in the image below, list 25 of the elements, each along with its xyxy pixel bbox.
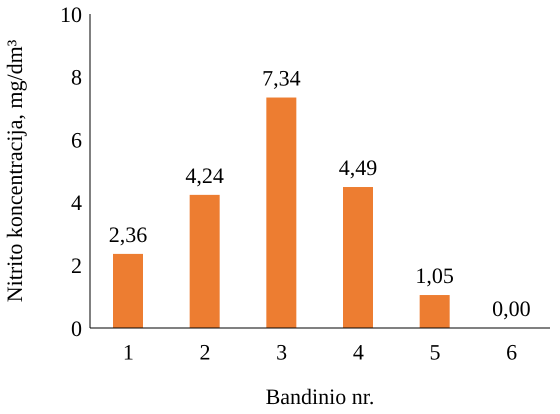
y-tick-label: 6 bbox=[71, 127, 82, 152]
bar bbox=[113, 254, 143, 328]
data-label: 2,36 bbox=[108, 222, 148, 247]
y-tick-label: 0 bbox=[71, 316, 82, 341]
bar bbox=[420, 295, 450, 328]
bar bbox=[266, 98, 296, 328]
y-tick-label: 2 bbox=[71, 253, 82, 278]
y-axis-title: Nitrito koncentracija, mg/dm³ bbox=[2, 39, 27, 302]
x-tick-label: 6 bbox=[506, 340, 518, 365]
y-tick-label: 4 bbox=[71, 190, 82, 216]
y-tick-label: 10 bbox=[60, 2, 82, 27]
bar bbox=[343, 187, 373, 328]
data-label: 0,00 bbox=[492, 296, 531, 321]
data-label: 7,34 bbox=[262, 66, 301, 91]
x-tick-label: 1 bbox=[122, 340, 134, 365]
x-tick-label: 2 bbox=[200, 340, 210, 365]
data-label: 1,05 bbox=[415, 263, 454, 288]
x-tick-label: 5 bbox=[430, 340, 440, 365]
x-tick-label: 3 bbox=[276, 340, 288, 365]
y-tick-label: 8 bbox=[71, 64, 82, 90]
x-tick-label: 4 bbox=[352, 340, 364, 365]
data-label: 4,49 bbox=[338, 155, 378, 180]
bar bbox=[190, 194, 220, 328]
x-axis-title: Bandinio nr. bbox=[266, 384, 374, 409]
data-label: 4,24 bbox=[185, 162, 224, 188]
